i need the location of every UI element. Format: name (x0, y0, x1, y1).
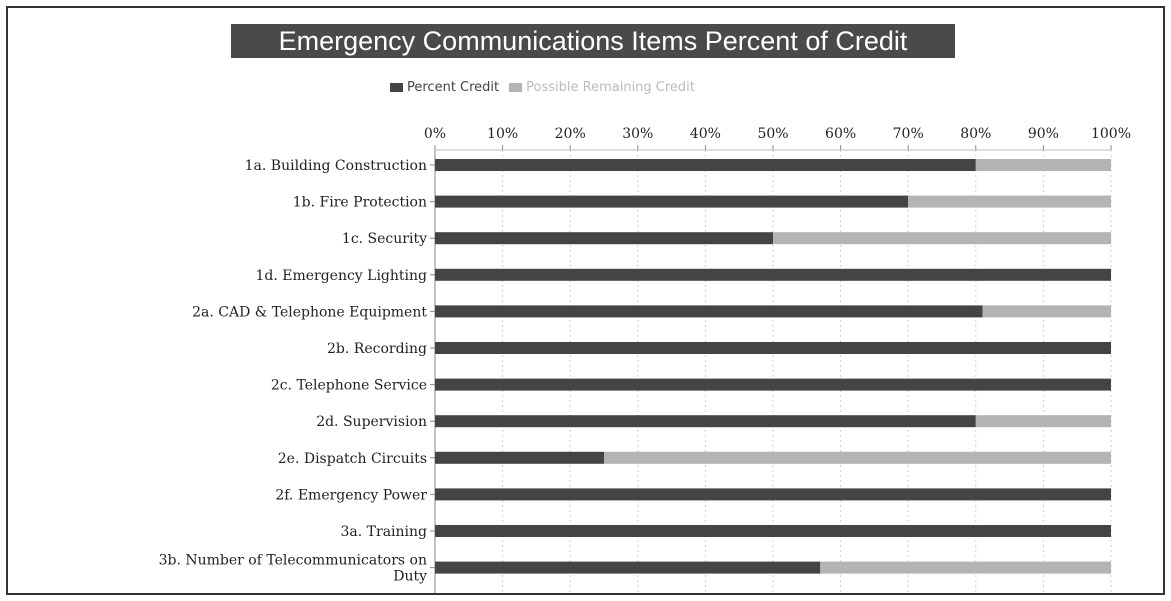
category-label: 3b. Number of Telecommunicators on Duty (159, 553, 427, 585)
bar-remaining-credit (975, 415, 1111, 428)
chart-legend: Percent Credit Possible Remaining Credit (390, 78, 705, 96)
x-tick-label: 70% (893, 126, 924, 142)
category-label: 1a. Building Construction (245, 158, 427, 174)
bar-remaining-credit (982, 305, 1111, 318)
bar-remaining-credit (773, 232, 1111, 245)
category-label: 1c. Security (342, 231, 427, 247)
legend-label-remaining-credit: Possible Remaining Credit (526, 79, 695, 95)
bar-remaining-credit (975, 159, 1111, 171)
category-label-line: Duty (393, 569, 427, 585)
x-tick-label: 40% (690, 126, 721, 142)
bar-percent-credit (435, 525, 1111, 537)
bar-percent-credit (435, 451, 604, 464)
bar-percent-credit (435, 488, 1111, 501)
bar-percent-credit (435, 159, 976, 171)
category-label: 1d. Emergency Lighting (255, 268, 427, 284)
x-tick-label: 20% (555, 126, 586, 142)
bar-remaining-credit (820, 561, 1111, 574)
category-label: 3a. Training (341, 524, 428, 540)
bar-percent-credit (435, 232, 773, 245)
chart-title: Emergency Communications Items Percent o… (231, 24, 955, 58)
x-tick-label: 30% (622, 126, 653, 142)
x-tick-label: 10% (487, 126, 518, 142)
category-label: 2a. CAD & Telephone Equipment (192, 304, 427, 320)
bar-remaining-credit (908, 195, 1111, 208)
legend-item-percent-credit: Percent Credit (390, 80, 499, 95)
x-tick-label: 50% (757, 126, 788, 142)
category-label: 1b. Fire Protection (293, 195, 427, 211)
bar-percent-credit (435, 415, 976, 428)
x-tick-label: 90% (1028, 126, 1059, 142)
x-tick-label: 100% (1091, 126, 1131, 142)
category-label: 2b. Recording (327, 341, 427, 357)
bar-percent-credit (435, 561, 821, 574)
x-tick-label: 80% (960, 126, 991, 142)
category-label: 2f. Emergency Power (275, 487, 427, 503)
category-label: 2d. Supervision (316, 414, 427, 430)
legend-item-remaining-credit: Possible Remaining Credit (509, 80, 695, 95)
bar-remaining-credit (604, 451, 1111, 464)
x-tick-label: 0% (424, 126, 446, 142)
bar-percent-credit (435, 268, 1111, 281)
category-label: 2c. Telephone Service (271, 378, 427, 394)
x-tick-label: 60% (825, 126, 856, 142)
bar-percent-credit (435, 305, 983, 318)
bar-percent-credit (435, 342, 1111, 354)
bar-percent-credit (435, 378, 1111, 391)
legend-label-percent-credit: Percent Credit (407, 79, 500, 95)
legend-swatch-remaining-credit (509, 82, 523, 92)
category-label: 2e. Dispatch Circuits (278, 451, 427, 467)
legend-swatch-percent-credit (390, 82, 403, 92)
bar-percent-credit (435, 195, 909, 208)
category-label-line: 3b. Number of Telecommunicators on (159, 553, 427, 569)
